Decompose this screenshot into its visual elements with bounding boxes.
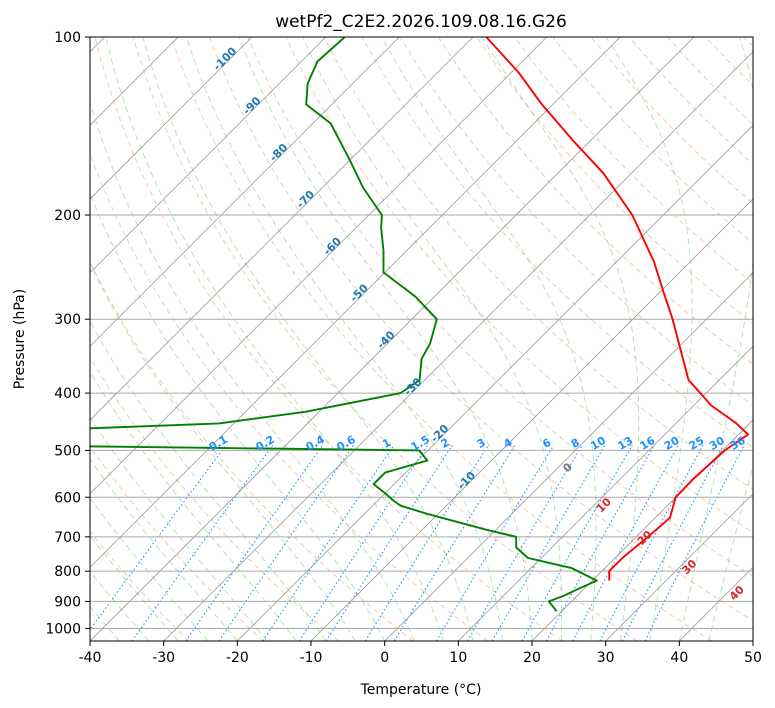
moist-adiabat <box>605 37 693 641</box>
dewpoint-trace <box>90 37 598 612</box>
moist-adiabat <box>381 37 597 641</box>
moist-adiabat <box>142 37 474 641</box>
moist-adiabat <box>90 497 209 641</box>
dry-adiabat <box>90 445 264 641</box>
isotherm <box>310 198 753 641</box>
mixing-ratio-line <box>262 444 395 641</box>
y-tick-label: 700 <box>54 530 81 546</box>
mixing-ratio-line <box>218 444 354 641</box>
isotherm <box>458 345 753 641</box>
moist-adiabat <box>105 37 445 641</box>
moist-adiabat <box>90 320 327 641</box>
temperature-trace <box>485 37 750 581</box>
x-tick-label: -20 <box>226 650 249 666</box>
plot-area <box>90 37 753 641</box>
isotherm <box>90 37 253 200</box>
moist-adiabat <box>90 262 356 641</box>
y-tick-label: 300 <box>54 312 81 328</box>
x-axis-label: Temperature (°C) <box>360 682 482 698</box>
x-tick-label: -10 <box>300 650 323 666</box>
axes-frame <box>89 36 754 642</box>
isotherm <box>237 124 753 641</box>
y-axis: 100 200 300 400 500 600 700 800 900 1000 <box>45 30 90 637</box>
moist-adiabat <box>481 37 640 641</box>
isotherm <box>384 272 753 641</box>
dry-adiabat <box>170 37 712 641</box>
dry-adiabat <box>90 152 488 641</box>
chart-title: wetPf2_C2E2.2026.109.08.16.G26 <box>275 12 567 32</box>
x-axis: -40 -30 -20 -10 0 10 20 30 40 50 <box>79 641 762 666</box>
isotherm <box>90 37 326 274</box>
y-tick-label: 600 <box>54 490 81 506</box>
mixing-ratio-line <box>364 444 489 641</box>
mixing-ratio-line <box>185 444 324 641</box>
isotherm <box>90 37 547 495</box>
dry-adiabat <box>132 37 638 641</box>
x-tick-label: 20 <box>523 650 541 666</box>
dry-adiabat <box>514 37 753 284</box>
x-tick-label: 0 <box>380 650 389 666</box>
dry-adiabat <box>209 37 753 622</box>
x-tick-label: 10 <box>449 650 467 666</box>
mixing-ratio-line <box>644 444 745 641</box>
y-axis-label: Pressure (hPa) <box>12 289 28 389</box>
mixing-ratio-line <box>298 444 429 641</box>
y-tick-label: 900 <box>54 594 81 610</box>
mixing-ratio-line <box>393 444 516 641</box>
moist-adiabat <box>90 458 238 641</box>
moist-adiabat <box>90 192 386 641</box>
dry-adiabat <box>247 37 753 577</box>
mixing-ratio-line <box>131 444 274 641</box>
moist-adiabat <box>90 416 268 641</box>
dry-adiabat <box>94 37 563 641</box>
isotherm <box>605 493 753 641</box>
mixing-ratio-line <box>521 444 633 641</box>
mixing-ratio-line <box>435 444 555 641</box>
y-tick-label: 100 <box>54 30 81 46</box>
moist-adiabat <box>90 534 179 641</box>
moist-adiabat <box>238 37 533 641</box>
dry-adiabat <box>90 356 339 641</box>
y-tick-label: 800 <box>54 564 81 580</box>
moist-adiabat <box>708 464 753 641</box>
x-tick-label: -30 <box>152 650 175 666</box>
dry-adiabat <box>399 37 753 407</box>
isotherm <box>90 37 695 641</box>
isotherm <box>90 37 474 421</box>
isotherm <box>163 51 753 641</box>
x-tick-label: -40 <box>79 650 102 666</box>
dry-adiabat <box>90 530 190 641</box>
y-tick-label: 1000 <box>45 621 81 637</box>
moist-adiabat <box>678 37 753 641</box>
x-tick-label: 50 <box>744 650 762 666</box>
x-tick-label: 30 <box>597 650 615 666</box>
mixing-ratio-line <box>325 444 453 641</box>
y-tick-label: 200 <box>54 208 81 224</box>
x-tick-label: 40 <box>670 650 688 666</box>
isotherm <box>90 37 400 347</box>
moist-adiabat <box>302 37 563 641</box>
isotherm <box>531 419 753 641</box>
mixing-ratio-line <box>545 444 655 641</box>
isotherm <box>90 37 621 568</box>
y-tick-label: 400 <box>54 386 81 402</box>
mixing-ratio-line <box>621 444 724 641</box>
moist-adiabat <box>90 100 415 641</box>
y-tick-label: 500 <box>54 443 81 459</box>
moist-adiabat <box>90 371 297 641</box>
moist-adiabat <box>186 37 503 641</box>
